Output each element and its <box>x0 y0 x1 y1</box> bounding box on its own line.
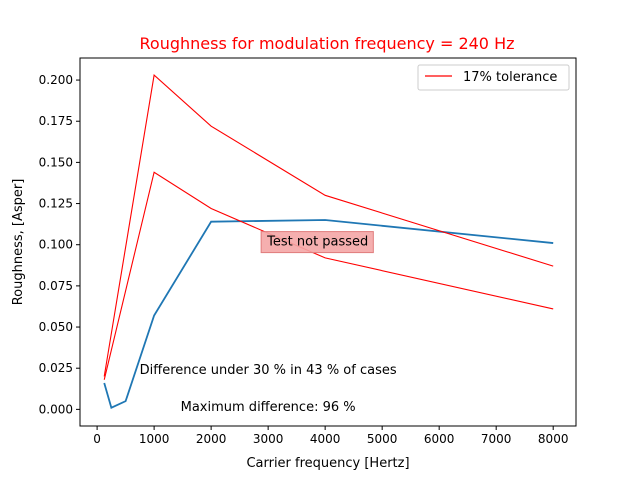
y-tick-label: 0.150 <box>39 155 73 169</box>
y-tick-label: 0.025 <box>39 361 73 375</box>
x-tick-label: 7000 <box>481 432 512 446</box>
chart-title: Roughness for modulation frequency = 240… <box>140 34 515 53</box>
x-tick-label: 6000 <box>424 432 455 446</box>
x-tick-label: 1000 <box>139 432 170 446</box>
legend: 17% tolerance <box>417 64 570 91</box>
x-tick-label: 8000 <box>538 432 569 446</box>
y-axis-label: Roughness, [Asper] <box>11 179 26 306</box>
annotation-status: Test not passed <box>266 235 368 250</box>
y-tick-label: 0.100 <box>39 238 73 252</box>
x-tick-label: 3000 <box>253 432 284 446</box>
x-tick-label: 5000 <box>367 432 398 446</box>
plot-frame <box>79 57 577 427</box>
series-line-upper <box>103 74 554 377</box>
x-tick-label: 2000 <box>196 432 227 446</box>
x-axis-label: Carrier frequency [Hertz] <box>246 456 409 471</box>
series-line-measured <box>103 219 554 409</box>
annotation-status-box <box>260 231 374 254</box>
x-tick-label: 0 <box>93 432 101 446</box>
annotation-difference-summary: Difference under 30 % in 43 % of cases <box>140 363 397 378</box>
y-tick-label: 0.075 <box>39 279 73 293</box>
annotation-maximum-difference: Maximum difference: 96 % <box>181 400 356 415</box>
y-tick-label: 0.200 <box>39 73 73 87</box>
x-tick-label: 4000 <box>310 432 341 446</box>
y-tick-label: 0.000 <box>39 402 73 416</box>
legend-box <box>417 64 570 91</box>
y-tick-label: 0.125 <box>39 197 73 211</box>
y-tick-label: 0.175 <box>39 114 73 128</box>
series-line-lower <box>103 171 554 380</box>
legend-label-tolerance: 17% tolerance <box>463 70 557 85</box>
y-tick-label: 0.050 <box>39 320 73 334</box>
